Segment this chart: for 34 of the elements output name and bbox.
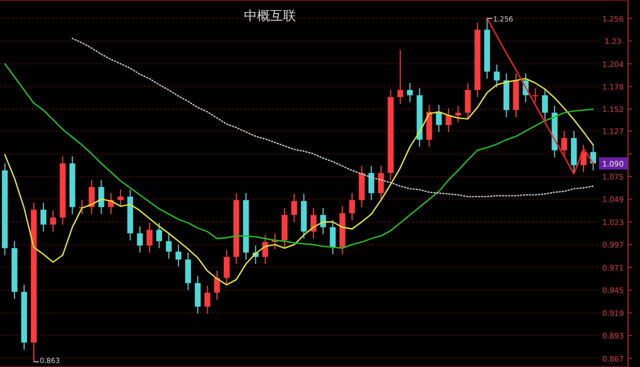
candlestick [561,130,568,158]
candlestick [50,210,56,232]
candlestick [368,166,374,201]
candlestick [40,202,46,232]
candlestick [224,249,230,286]
candlestick [214,270,220,300]
candlestick [166,234,172,260]
candlestick [542,88,548,120]
candlestick [446,108,452,132]
candlestick [136,226,143,254]
candlestick [397,49,404,104]
candlestick [176,244,182,268]
candlestick [156,222,162,249]
candlestick [291,193,298,222]
text: 中概互联 [244,9,296,24]
candlestick [349,192,355,221]
line-series [4,63,594,249]
candlestick [455,105,462,123]
candlestick [320,207,326,235]
candlestick [464,82,471,120]
candlestick [378,166,384,201]
candlestick [310,207,316,240]
candlestick [494,64,500,88]
candlestick [146,222,152,254]
candlestick [407,82,413,103]
candlestick [204,285,210,314]
candlestick [88,180,95,215]
candlestick [194,276,201,314]
candlestick [580,144,586,173]
candlestick [118,189,124,208]
candlestick [185,252,191,291]
candlestick [330,220,336,255]
candlestick [532,88,538,103]
line-series [72,38,594,198]
